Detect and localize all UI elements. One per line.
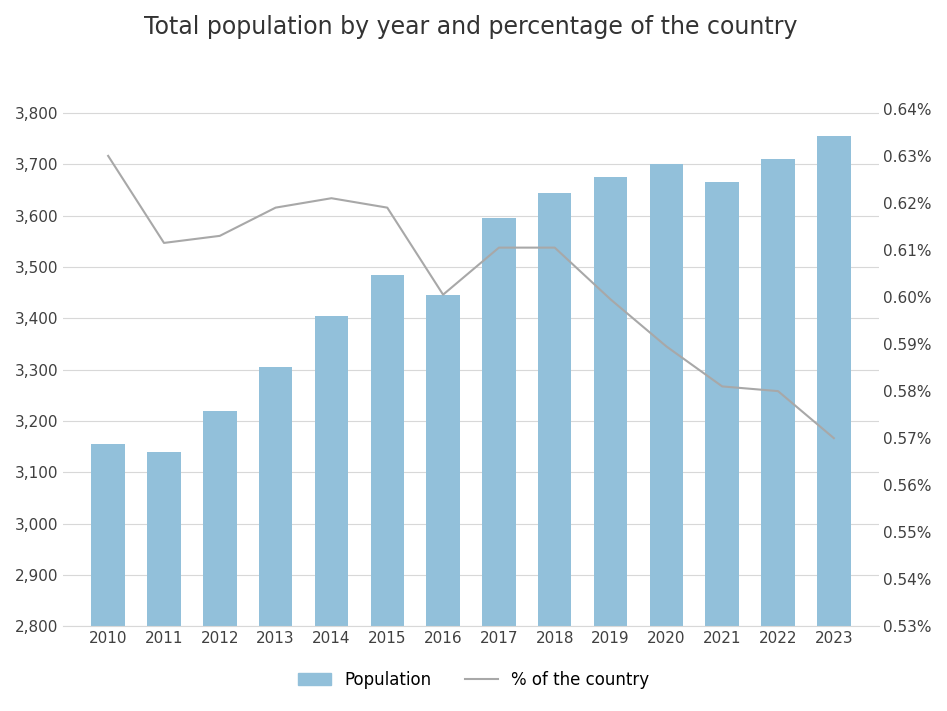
Line: % of the country: % of the country	[108, 156, 834, 438]
Bar	[370, 274, 404, 711]
Bar	[817, 137, 850, 711]
Bar	[314, 316, 348, 711]
Bar	[203, 411, 237, 711]
Bar	[426, 295, 460, 711]
Bar	[147, 452, 181, 711]
Bar	[706, 183, 739, 711]
Bar	[594, 177, 627, 711]
% of the country	[549, 243, 561, 252]
% of the country	[773, 387, 784, 395]
Title: Total population by year and percentage of the country: Total population by year and percentage …	[144, 15, 797, 39]
% of the country	[326, 194, 337, 203]
Bar	[482, 218, 516, 711]
% of the country	[438, 290, 449, 299]
Bar	[92, 444, 125, 711]
% of the country	[493, 243, 505, 252]
% of the country	[158, 239, 170, 247]
Bar	[259, 367, 293, 711]
% of the country	[605, 295, 616, 304]
% of the country	[214, 232, 225, 240]
% of the country	[270, 203, 281, 212]
Bar	[538, 193, 571, 711]
% of the country	[717, 382, 728, 390]
% of the country	[382, 203, 393, 212]
Bar	[761, 159, 795, 711]
% of the country	[661, 342, 672, 351]
% of the country	[102, 151, 114, 160]
% of the country	[829, 434, 840, 442]
Legend: Population, % of the country: Population, % of the country	[291, 664, 656, 695]
Bar	[650, 164, 683, 711]
